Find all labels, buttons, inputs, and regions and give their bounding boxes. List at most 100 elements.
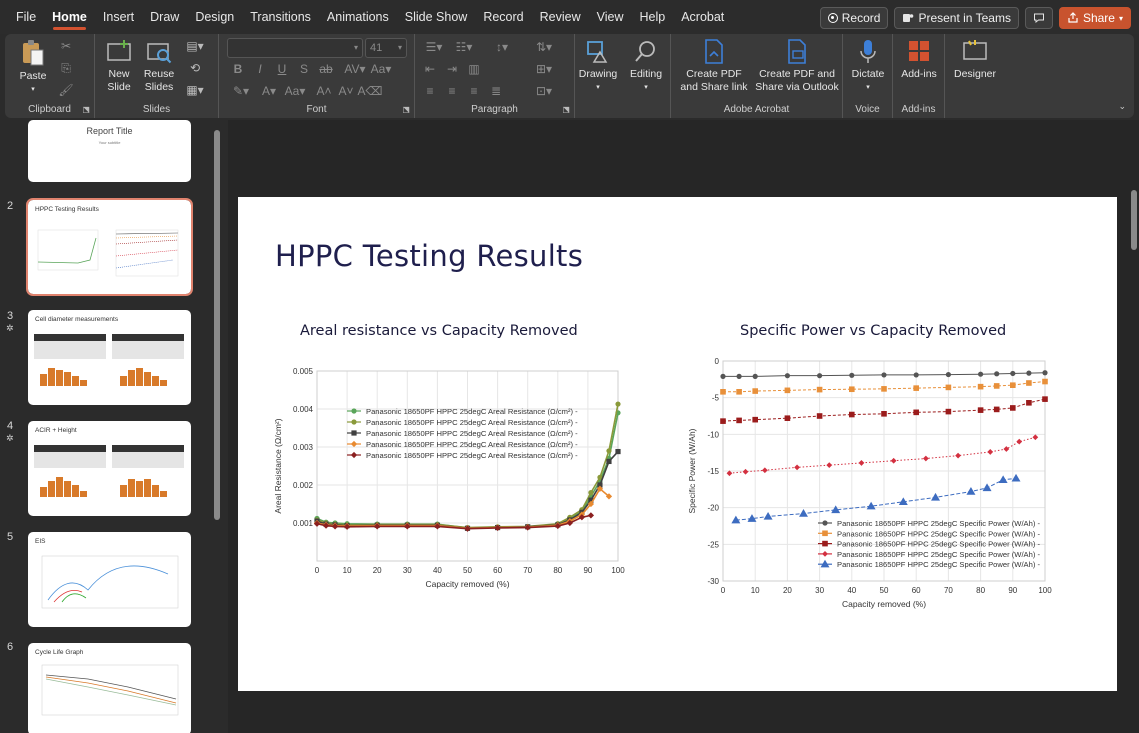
strikethrough-icon[interactable]: ab xyxy=(319,62,333,76)
editor-scrollbar[interactable] xyxy=(1131,190,1137,250)
data-point xyxy=(1042,396,1048,402)
chart-2-title: Specific Power vs Capacity Removed xyxy=(740,323,1007,339)
tab-help[interactable]: Help xyxy=(639,10,666,24)
bold-icon[interactable]: B xyxy=(233,62,243,76)
section-icon[interactable]: ▦▾ xyxy=(186,83,204,97)
increase-font-icon[interactable]: A˄ xyxy=(316,84,332,98)
editing-button[interactable]: Editing ▾ xyxy=(625,38,667,94)
data-point xyxy=(720,373,726,379)
slide-thumbnail-6[interactable]: Cycle Life Graph xyxy=(28,643,191,733)
underline-icon[interactable]: U xyxy=(277,62,287,76)
slide-thumbnail-1[interactable]: Report Title Your subtitle xyxy=(28,120,191,182)
tab-file[interactable]: File xyxy=(16,10,37,24)
decrease-indent-icon[interactable]: ⇤ xyxy=(424,62,436,76)
x-tick-label: 20 xyxy=(783,586,792,595)
reuse-slides-button[interactable]: Reuse Slides xyxy=(141,38,177,94)
addins-button[interactable]: Add-ins xyxy=(897,38,941,81)
drawing-button[interactable]: Drawing ▾ xyxy=(577,38,619,94)
data-point xyxy=(720,418,726,424)
collapse-ribbon-icon[interactable]: ⌄ xyxy=(1118,101,1126,111)
sort-icon[interactable]: ⇅▾ xyxy=(535,40,553,54)
tab-transitions[interactable]: Transitions xyxy=(250,10,311,24)
share-button[interactable]: Share ▾ xyxy=(1058,7,1131,29)
align-right-icon[interactable]: ≡ xyxy=(470,84,478,98)
tab-animations[interactable]: Animations xyxy=(326,10,389,24)
columns-icon[interactable]: ▥ xyxy=(468,62,480,76)
data-point xyxy=(945,371,951,378)
clipboard-launcher-icon[interactable]: ⬔ xyxy=(82,105,90,114)
pdf-outlook-icon xyxy=(788,39,806,64)
data-point xyxy=(720,389,726,395)
decrease-font-icon[interactable]: A˅ xyxy=(338,84,354,98)
format-painter-icon[interactable]: 🖌 xyxy=(58,83,74,97)
font-size-combo[interactable]: 41 ▾ xyxy=(365,38,407,58)
copy-icon[interactable]: ⎘ xyxy=(61,60,71,75)
character-spacing-icon[interactable]: AV▾ xyxy=(344,62,366,76)
tab-draw[interactable]: Draw xyxy=(150,10,180,24)
reset-icon[interactable]: ⟲ xyxy=(189,61,201,75)
bullets-icon[interactable]: ☰▾ xyxy=(425,40,443,54)
data-point xyxy=(913,372,919,378)
dictate-button[interactable]: Dictate ▾ xyxy=(847,38,889,94)
slide-canvas[interactable]: HPPC Testing Results Areal resistance vs… xyxy=(238,197,1117,691)
create-pdf-share-link-button[interactable]: Create PDF and Share link xyxy=(675,38,753,94)
slide-thumbnail-3[interactable]: Cell diameter measurements xyxy=(28,310,191,405)
increase-indent-icon[interactable]: ⇥ xyxy=(446,62,458,76)
thumb-2-title: HPPC Testing Results xyxy=(35,206,99,213)
record-button[interactable]: Record xyxy=(819,7,889,29)
slide-thumbnail-5[interactable]: EIS xyxy=(28,532,191,627)
series-line xyxy=(316,487,610,530)
layout-icon[interactable]: ▤▾ xyxy=(186,39,204,53)
designer-button[interactable]: Designer xyxy=(951,38,999,81)
tab-review[interactable]: Review xyxy=(539,10,581,24)
tab-view[interactable]: View xyxy=(596,10,624,24)
cut-icon[interactable]: ✂ xyxy=(60,39,72,53)
justify-icon[interactable]: ≣ xyxy=(490,84,502,98)
highlight-icon[interactable]: ✎▾ xyxy=(232,84,250,98)
search-icon xyxy=(635,41,655,62)
specific-power-chart[interactable]: 0 10 20 30 40 50 60 70 80 90 100 0 -5 -10 -15 -20 -25 -30… xyxy=(688,353,1056,611)
tab-design[interactable]: Design xyxy=(195,10,235,24)
tab-acrobat[interactable]: Acrobat xyxy=(681,10,725,24)
create-pdf-outlook-button[interactable]: Create PDF and Share via Outlook xyxy=(751,38,843,94)
change-case-icon[interactable]: Aa▾ xyxy=(370,62,392,76)
slide-thumbnail-2[interactable]: HPPC Testing Results xyxy=(26,198,193,296)
data-point xyxy=(343,523,351,530)
align-center-icon[interactable]: ≡ xyxy=(448,84,456,98)
smartart-icon[interactable]: ⊡▾ xyxy=(535,84,553,98)
tab-insert[interactable]: Insert xyxy=(102,10,135,24)
present-in-teams-button[interactable]: Present in Teams xyxy=(894,7,1019,29)
tab-record[interactable]: Record xyxy=(483,10,524,24)
acrobat-group-label: Adobe Acrobat xyxy=(723,104,790,115)
font-color-icon[interactable]: A▾ xyxy=(261,84,277,98)
legend-swatch-marker xyxy=(350,451,358,459)
italic-icon[interactable]: I xyxy=(258,62,262,76)
data-point xyxy=(794,464,800,471)
font-name-combo[interactable]: ▾ xyxy=(227,38,363,58)
font-launcher-icon[interactable]: ⬔ xyxy=(402,105,410,114)
clear-formatting-icon[interactable]: A⌫ xyxy=(357,84,383,98)
align-text-icon[interactable]: ⊞▾ xyxy=(535,62,553,76)
numbering-icon[interactable]: ☷▾ xyxy=(455,40,473,54)
thumbnail-scrollbar[interactable] xyxy=(214,130,220,520)
addins-group-label: Add-ins xyxy=(901,104,936,115)
align-left-icon[interactable]: ≡ xyxy=(426,84,434,98)
legend-entry: Panasonic 18650PF HPPC 25degC Areal Resi… xyxy=(366,440,578,449)
tab-slide-show[interactable]: Slide Show xyxy=(404,10,468,24)
paragraph-launcher-icon[interactable]: ⬔ xyxy=(562,105,570,114)
legend-entry: Panasonic 18650PF HPPC 25degC Specific P… xyxy=(837,560,1040,569)
text-effects-icon[interactable]: Aa▾ xyxy=(284,84,306,98)
line-spacing-icon[interactable]: ↕▾ xyxy=(495,40,509,54)
data-point xyxy=(1042,370,1048,376)
tab-home[interactable]: Home xyxy=(44,0,95,34)
slide-thumbnail-4[interactable]: ACIR + Height xyxy=(28,421,191,516)
data-point xyxy=(913,409,919,416)
areal-resistance-chart[interactable]: 0 10 20 30 40 50 60 70 80 90 100 0.001 0.002 0.003 0.0… xyxy=(275,363,629,591)
new-slide-button[interactable]: New Slide xyxy=(101,38,137,94)
comments-button[interactable] xyxy=(1024,7,1053,29)
paste-button[interactable]: Paste ▾ xyxy=(13,38,53,96)
x-tick-label: 0 xyxy=(721,586,726,595)
clipboard-group: Paste ▾ ✂ ⎘ 🖌 Clipboard ⬔ xyxy=(5,34,95,118)
slide-title[interactable]: HPPC Testing Results xyxy=(275,239,584,273)
shadow-icon[interactable]: S xyxy=(299,62,308,76)
